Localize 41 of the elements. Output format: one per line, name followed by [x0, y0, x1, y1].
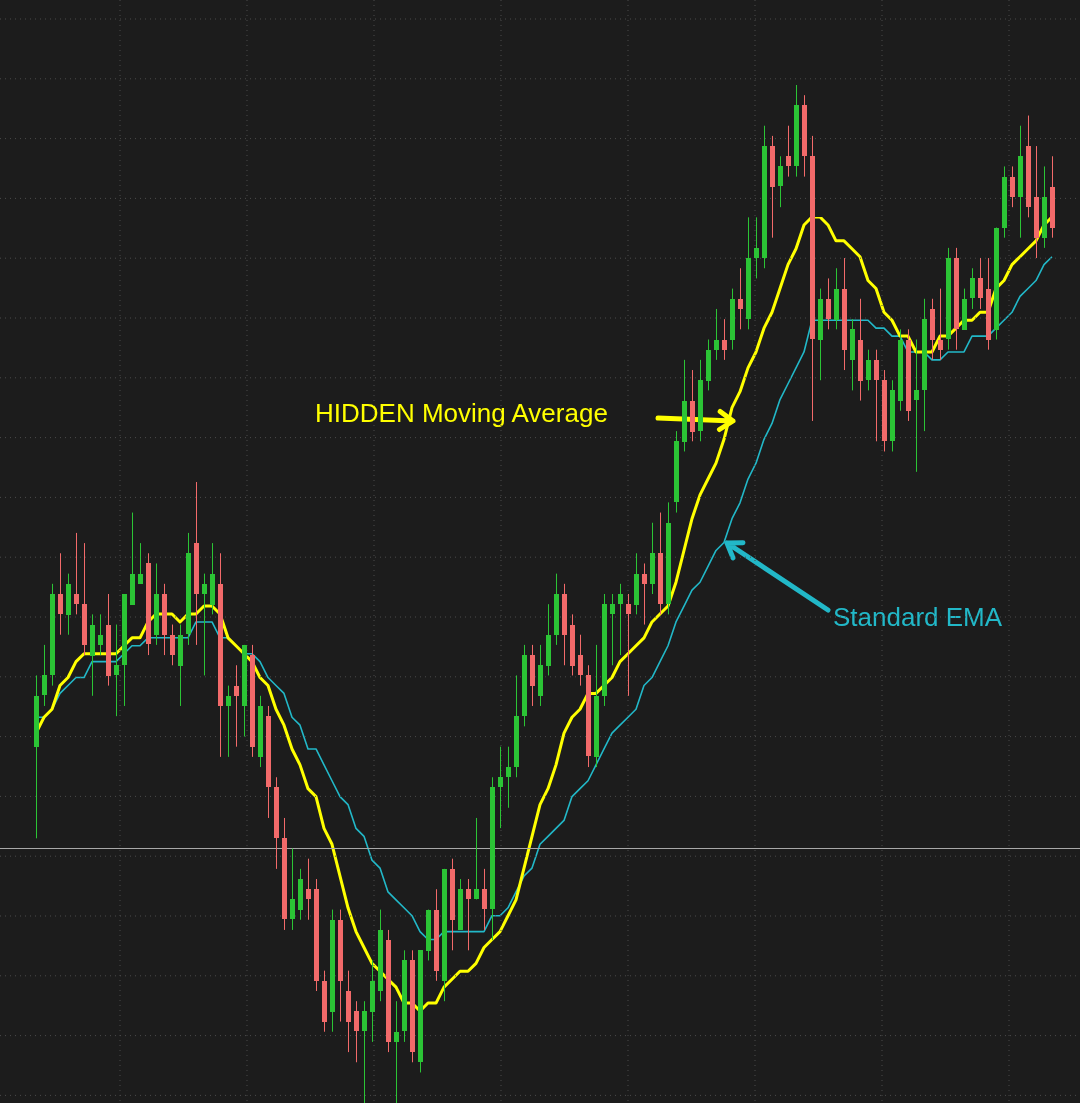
candlestick [738, 267, 743, 330]
candlestick [914, 339, 919, 473]
candlestick [970, 267, 975, 310]
candlestick [170, 624, 175, 666]
candlestick [978, 257, 983, 310]
candlestick [778, 155, 783, 208]
candlestick [722, 318, 727, 361]
candlestick [874, 349, 879, 442]
candlestick [866, 349, 871, 391]
candlestick [114, 624, 119, 717]
legend-label: HIDDEN Moving Average [315, 398, 608, 428]
text: Standard EMA [833, 602, 1003, 632]
candlestick [938, 288, 943, 361]
candlestick [498, 746, 503, 829]
candlestick [42, 644, 47, 707]
candlestick [626, 593, 631, 697]
candlestick [394, 1000, 399, 1103]
candlestick [290, 848, 295, 931]
candlestick [826, 277, 831, 330]
candlestick [610, 593, 615, 666]
candlestick [786, 125, 791, 178]
candlestick [474, 817, 479, 900]
candlestick [226, 685, 231, 758]
candlestick [578, 634, 583, 687]
candlestick [202, 573, 207, 676]
candlestick [138, 542, 143, 585]
candlestick [74, 532, 79, 615]
candlestick [754, 216, 759, 279]
candlestick [714, 308, 719, 361]
candlestick [306, 858, 311, 921]
candlestick [482, 868, 487, 931]
candlestick [1010, 165, 1015, 208]
candlestick [98, 613, 103, 656]
candlestick [234, 664, 239, 748]
candlestick [642, 562, 647, 626]
candlestick [362, 1000, 367, 1103]
candlestick [506, 746, 511, 809]
candlestick [58, 552, 63, 636]
candlestick [466, 878, 471, 951]
candlestick [618, 583, 623, 656]
candlestick [354, 1000, 359, 1063]
